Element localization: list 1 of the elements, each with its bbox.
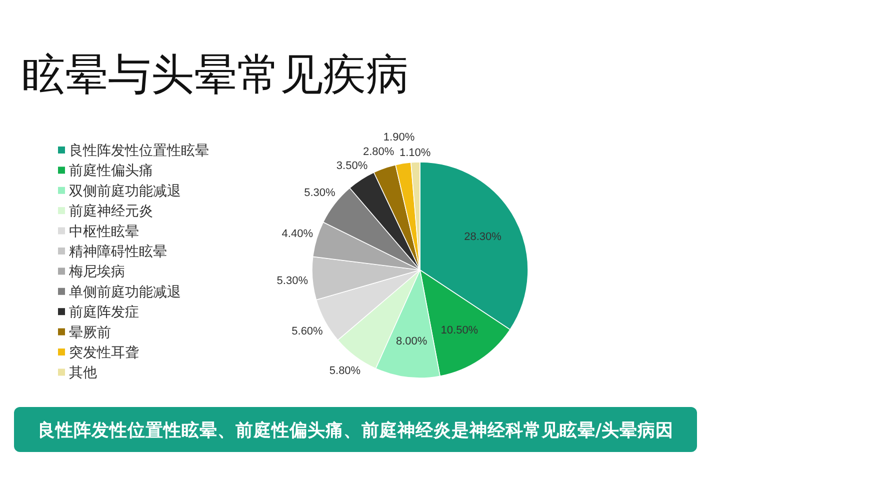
title: 眩晕与头晕常见疾病 (22, 50, 409, 100)
